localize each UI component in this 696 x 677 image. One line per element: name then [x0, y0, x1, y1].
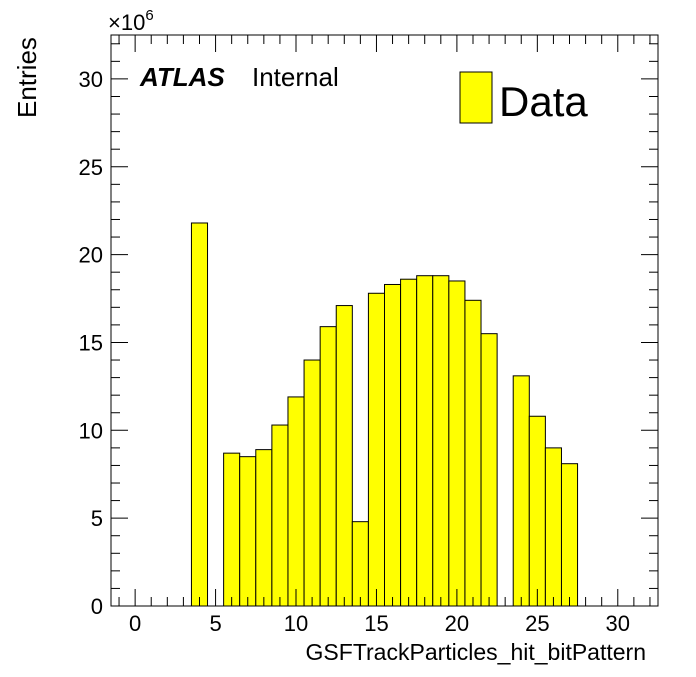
bar — [416, 275, 434, 607]
bar — [512, 375, 530, 607]
bar — [367, 292, 386, 607]
y-tick-label: 30 — [79, 67, 103, 92]
bar — [351, 521, 369, 607]
bar — [448, 280, 466, 607]
bar — [287, 396, 305, 607]
bar — [464, 299, 482, 607]
legend-swatch — [459, 71, 493, 124]
bar — [319, 326, 337, 607]
bar — [239, 456, 257, 607]
bar — [335, 305, 353, 607]
x-tick-label: 20 — [445, 611, 469, 636]
x-tick-label: 10 — [284, 611, 308, 636]
x-tick-label: 25 — [525, 611, 549, 636]
x-tick-label: 0 — [129, 611, 141, 636]
x-tick-label: 30 — [606, 611, 630, 636]
y-tick-label: 10 — [79, 418, 103, 443]
legend: Data — [459, 71, 588, 125]
x-tick-label: 15 — [364, 611, 388, 636]
y-tick-label: 20 — [79, 243, 103, 268]
bar — [528, 415, 546, 607]
y-multiplier: ×106 — [108, 7, 154, 35]
bar — [303, 359, 321, 607]
plot-frame — [110, 34, 659, 607]
y-tick-label: 5 — [91, 506, 103, 531]
x-axis-label: GSFTrackParticles_hit_bitPattern — [306, 639, 646, 665]
bar — [384, 283, 402, 607]
y-tick-label: 15 — [79, 330, 103, 355]
bar — [255, 449, 273, 607]
bar — [544, 447, 562, 607]
legend-label: Data — [499, 78, 588, 125]
atlas-label: ATLAS — [139, 62, 225, 92]
bar — [480, 333, 498, 607]
bar — [190, 222, 209, 607]
bar — [432, 275, 450, 607]
x-tick-label: 5 — [209, 611, 221, 636]
bars-group — [190, 222, 579, 607]
ticks-group — [111, 35, 658, 607]
y-axis-label: Entries — [12, 37, 42, 118]
internal-label: Internal — [252, 62, 339, 92]
y-tick-label: 0 — [91, 594, 103, 619]
bar — [400, 278, 418, 607]
bar — [223, 452, 241, 607]
tick-labels-group: 0 5 10 15 20 25 30 0 5 10 15 20 25 30 — [79, 67, 631, 636]
bar — [560, 463, 579, 607]
bar — [271, 424, 289, 607]
y-tick-label: 25 — [79, 155, 103, 180]
